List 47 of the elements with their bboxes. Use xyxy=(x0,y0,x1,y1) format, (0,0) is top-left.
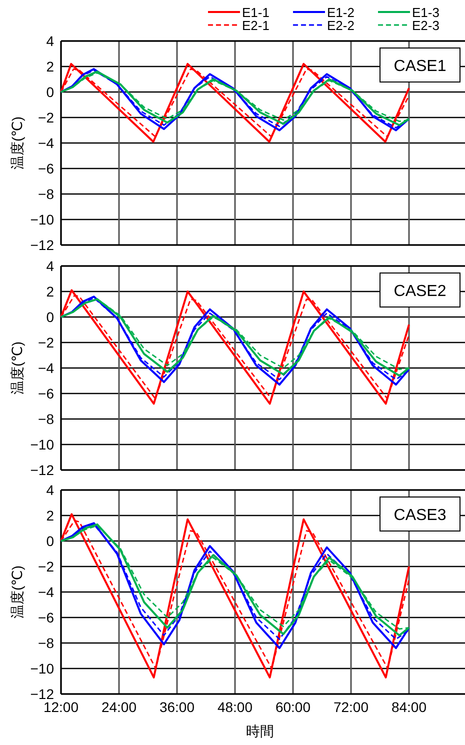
y-tick-label: 2 xyxy=(46,58,54,74)
y-tick-label: −10 xyxy=(30,436,54,452)
legend-label: E1-1 xyxy=(242,5,270,20)
y-tick-label: 2 xyxy=(46,284,54,300)
y-tick-label: −12 xyxy=(30,237,54,253)
y-tick-label: 0 xyxy=(46,309,54,325)
annotation: CASE1 xyxy=(394,58,446,75)
legend-label: E1-2 xyxy=(327,5,354,20)
legend-label: E2-2 xyxy=(327,18,354,33)
y-axis-title: 温度(℃) xyxy=(9,565,25,619)
y-tick-label: −6 xyxy=(38,610,54,626)
y-tick-label: 2 xyxy=(46,508,54,524)
y-tick-label: 0 xyxy=(46,533,54,549)
x-tick-label: 72:00 xyxy=(333,699,369,715)
y-tick-label: −2 xyxy=(38,110,54,126)
x-tick-label: 48:00 xyxy=(217,699,253,715)
y-tick-label: −8 xyxy=(38,635,54,651)
x-tick-label: 60:00 xyxy=(275,699,311,715)
legend-label: E2-3 xyxy=(412,18,440,33)
y-tick-label: −4 xyxy=(38,584,54,600)
y-tick-label: −12 xyxy=(30,462,54,478)
y-tick-label: −4 xyxy=(38,360,54,376)
x-tick-label: 36:00 xyxy=(159,699,195,715)
y-tick-label: −10 xyxy=(30,660,54,676)
y-tick-label: −2 xyxy=(38,334,54,350)
y-tick-label: 4 xyxy=(46,33,54,49)
y-axis-title: 温度(℃) xyxy=(9,341,25,395)
y-tick-label: 4 xyxy=(46,482,54,498)
legend-label: E2-1 xyxy=(242,18,270,33)
x-tick-label: 24:00 xyxy=(101,699,137,715)
annotation: CASE3 xyxy=(394,507,446,524)
y-tick-label: −8 xyxy=(38,186,54,202)
legend-label: E1-3 xyxy=(412,5,440,20)
y-tick-label: −6 xyxy=(38,160,54,176)
y-tick-label: −2 xyxy=(38,558,54,574)
y-tick-label: −8 xyxy=(38,411,54,427)
annotation: CASE2 xyxy=(394,283,446,300)
y-tick-label: 0 xyxy=(46,84,54,100)
x-tick-label: 84:00 xyxy=(391,699,427,715)
x-tick-label: 12:00 xyxy=(43,699,79,715)
y-tick-label: −12 xyxy=(30,686,54,702)
y-tick-label: −4 xyxy=(38,135,54,151)
y-axis-title: 温度(℃) xyxy=(9,116,25,170)
y-tick-label: −10 xyxy=(30,212,54,228)
y-tick-label: −6 xyxy=(38,386,54,402)
x-axis-title: 時間 xyxy=(246,723,274,739)
y-tick-label: 4 xyxy=(46,258,54,274)
